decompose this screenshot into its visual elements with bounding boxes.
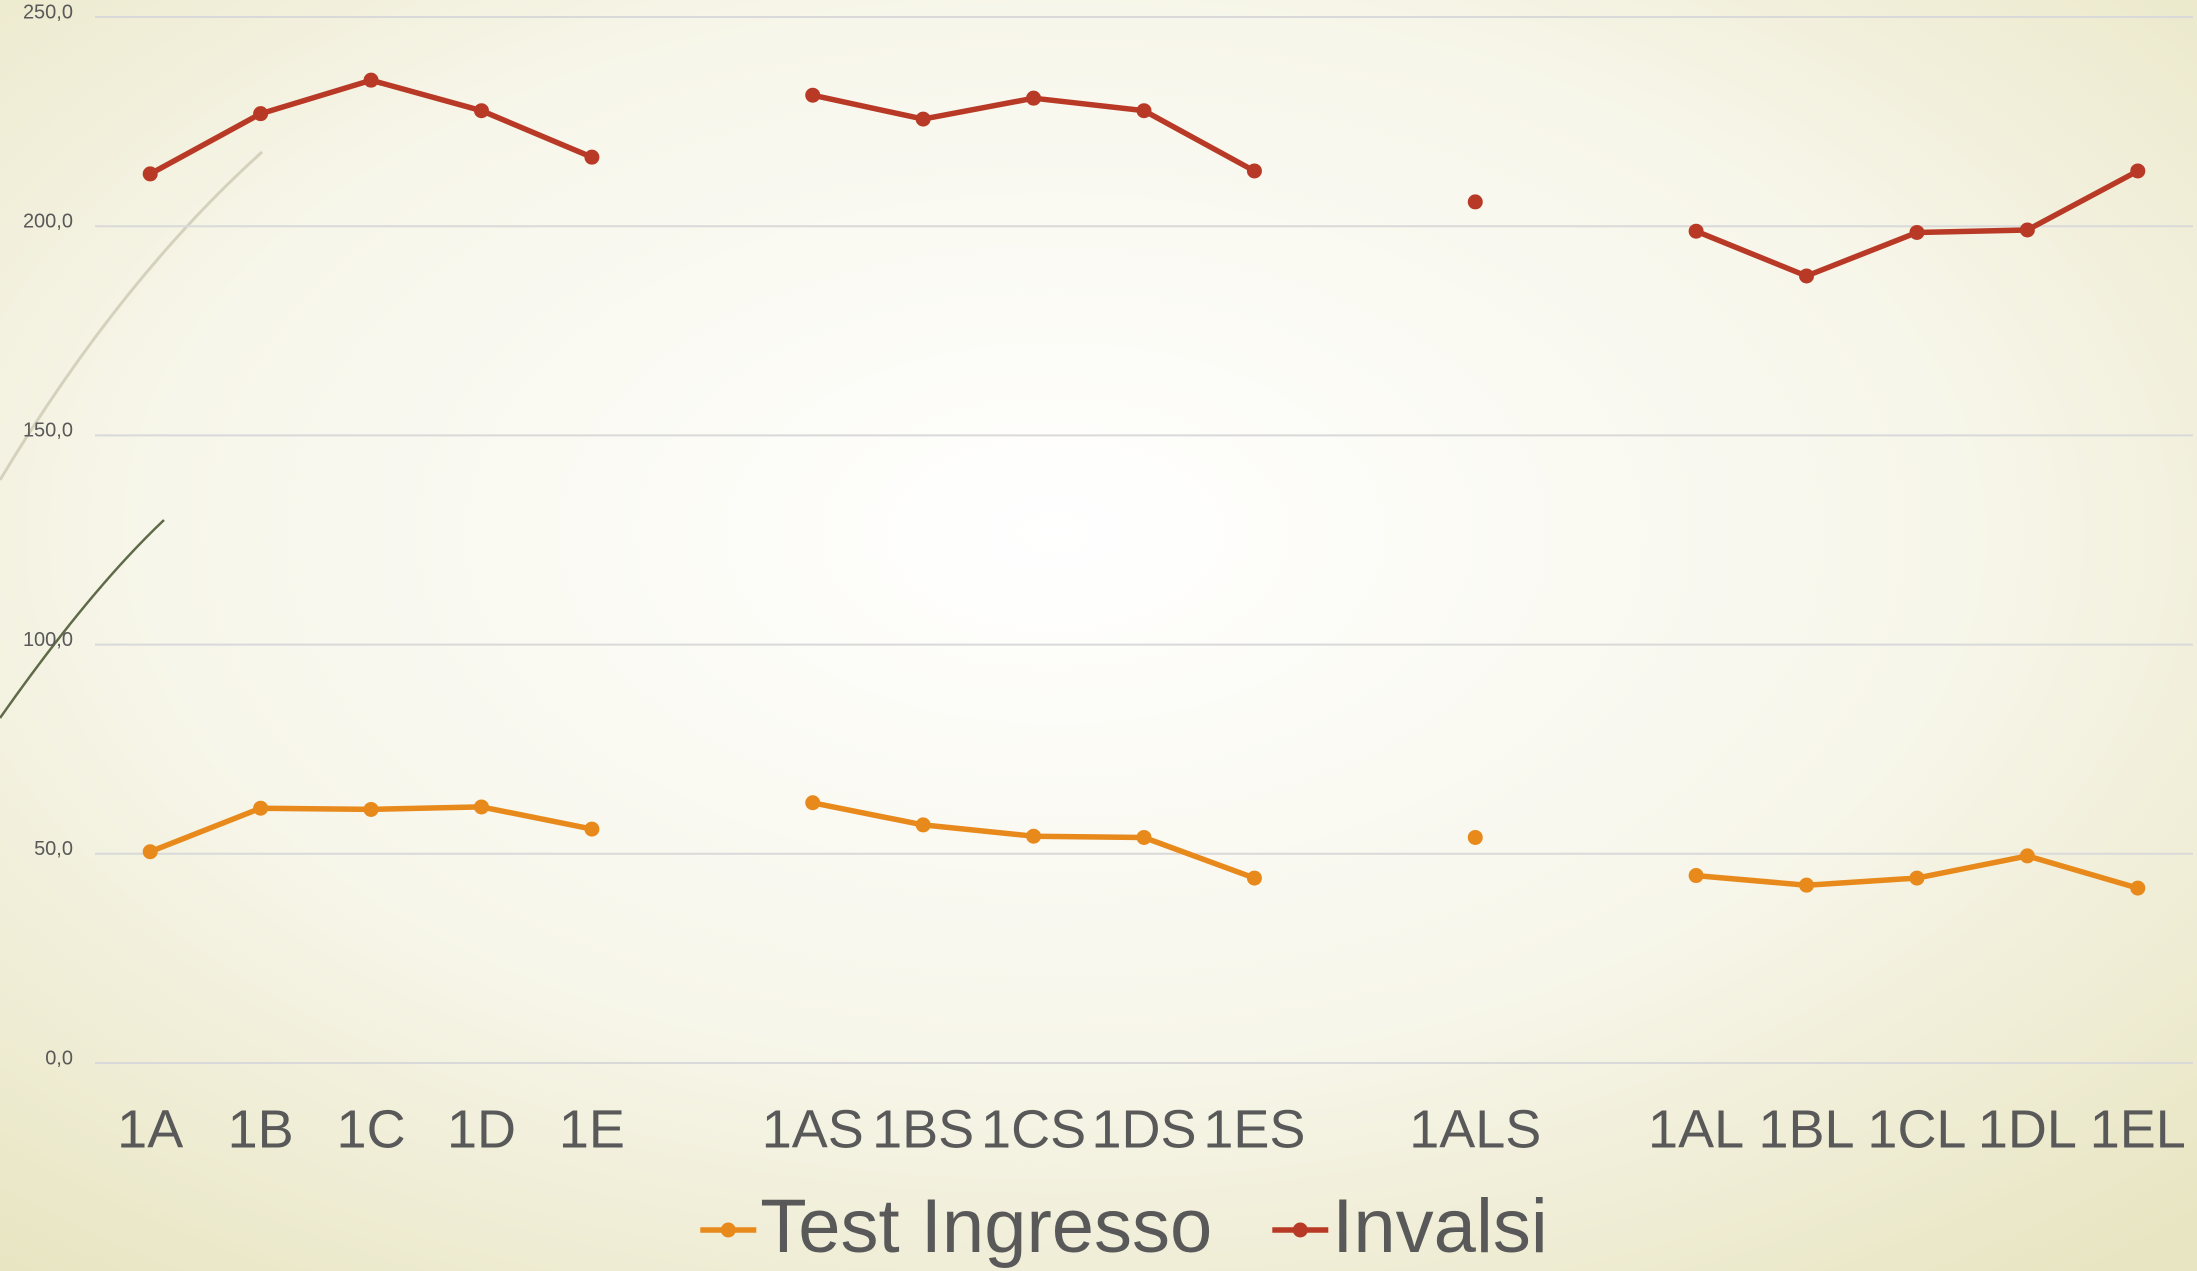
axis-labels: 0,0 50,0 100,0 150,0 200,0 250,0 1A 1B 1C 1D 1E 1AS… — [23, 1, 2186, 1159]
data-point — [1799, 877, 1815, 893]
x-tick-label: 1CL — [1867, 1099, 1966, 1159]
grid — [95, 16, 2193, 1064]
plot — [142, 72, 2146, 896]
data-point — [363, 801, 379, 817]
data-point — [142, 844, 158, 860]
legend-swatch-dot — [720, 1222, 736, 1238]
x-tick-label: 1ALS — [1409, 1099, 1541, 1159]
data-point — [473, 103, 489, 119]
data-point — [1909, 224, 1925, 240]
x-tick-label: 1A — [117, 1099, 183, 1159]
x-tick-label: 1AL — [1648, 1099, 1744, 1159]
data-point — [253, 800, 269, 816]
data-point — [915, 111, 931, 127]
x-tick-label: 1C — [337, 1099, 406, 1159]
legend-item: Invalsi — [1272, 1184, 1548, 1269]
y-tick-label: 150,0 — [23, 420, 73, 442]
data-point — [805, 87, 821, 103]
data-point — [1688, 223, 1704, 239]
data-point — [1246, 163, 1262, 179]
data-point — [1136, 103, 1152, 119]
x-tick-label: 1DS — [1091, 1099, 1196, 1159]
x-tick-label: 1BS — [872, 1099, 974, 1159]
data-point — [584, 821, 600, 837]
data-point — [1909, 870, 1925, 886]
data-point — [805, 795, 821, 811]
y-tick-label: 250,0 — [23, 1, 73, 23]
data-point — [1026, 828, 1042, 844]
data-point — [1688, 868, 1704, 884]
decoration — [0, 150, 264, 481]
x-tick-label: 1BL — [1758, 1099, 1854, 1159]
legend: Test Ingresso Invalsi — [700, 1184, 1548, 1269]
x-tick-label: 1ES — [1203, 1099, 1305, 1159]
data-point — [915, 817, 931, 833]
data-point — [473, 799, 489, 815]
data-point — [1467, 829, 1483, 845]
y-tick-label: 50,0 — [34, 838, 73, 860]
data-point — [2019, 222, 2035, 238]
legend-label: Test Ingresso — [760, 1184, 1212, 1269]
data-point — [1799, 268, 1815, 284]
data-point — [1246, 870, 1262, 886]
legend-swatch-dot — [1292, 1222, 1308, 1238]
x-tick-label: 1E — [559, 1099, 625, 1159]
data-point — [1026, 90, 1042, 106]
x-tick-label: 1AS — [762, 1099, 864, 1159]
legend-item: Test Ingresso — [700, 1184, 1212, 1269]
y-tick-label: 0,0 — [45, 1047, 73, 1069]
data-point — [253, 106, 269, 122]
data-point — [1467, 194, 1483, 210]
data-point — [2130, 163, 2146, 179]
data-point — [584, 149, 600, 165]
data-point — [2019, 848, 2035, 864]
data-point — [363, 72, 379, 88]
y-tick-label: 100,0 — [23, 629, 73, 651]
data-point — [2130, 880, 2146, 896]
legend-label: Invalsi — [1332, 1184, 1547, 1269]
y-tick-label: 200,0 — [23, 210, 73, 232]
x-tick-label: 1B — [228, 1099, 294, 1159]
data-point — [1136, 829, 1152, 845]
x-tick-label: 1D — [447, 1099, 516, 1159]
data-point — [142, 166, 158, 182]
x-tick-label: 1EL — [2090, 1099, 2186, 1159]
decoration — [0, 519, 165, 719]
x-tick-label: 1DL — [1978, 1099, 2077, 1159]
x-tick-label: 1CS — [981, 1099, 1086, 1159]
